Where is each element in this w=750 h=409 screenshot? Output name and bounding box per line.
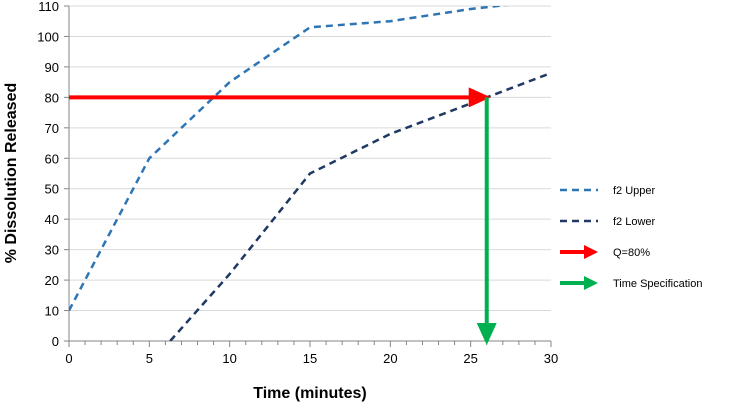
axes [64, 5, 552, 347]
y-tick-label-60: 60 [45, 151, 59, 166]
legend-label-f2-lower: f2 Lower [613, 216, 656, 228]
legend-label-q-80-: Q=80% [613, 247, 650, 259]
y-tick-label-80: 80 [45, 90, 59, 105]
y-tick-label-20: 20 [45, 273, 59, 288]
legend-label-f2-upper: f2 Upper [613, 185, 656, 197]
x-tick-label-20: 20 [383, 351, 397, 366]
x-tick-label-0: 0 [65, 351, 72, 366]
y-tick-label-40: 40 [45, 212, 59, 227]
legend: f2 Upper f2 Lower Q=80% Time Specification [560, 185, 702, 290]
x-tick-label-15: 15 [303, 351, 317, 366]
annotation-arrows [69, 87, 497, 345]
series-lines [69, 6, 551, 341]
x-tick-label-5: 5 [146, 351, 153, 366]
x-tick-label-10: 10 [222, 351, 236, 366]
x-tick-label-25: 25 [463, 351, 477, 366]
y-tick-label-90: 90 [45, 60, 59, 75]
y-tick-label-70: 70 [45, 121, 59, 136]
y-tick-label-100: 100 [37, 29, 59, 44]
y-axis-title: % Dissolution Released [3, 83, 20, 264]
y-tick-label-50: 50 [45, 182, 59, 197]
series-line-f2-upper [69, 6, 509, 312]
legend-arrowhead-time-specification [584, 276, 598, 290]
x-axis-title: Time (minutes) [253, 385, 367, 402]
legend-arrowhead-q-80- [584, 245, 598, 259]
y-tick-label-110: 110 [38, 0, 59, 14]
y-tick-label-30: 30 [45, 243, 59, 258]
series-line-f2-lower [169, 71, 551, 341]
y-tick-label-10: 10 [45, 304, 59, 319]
x-tick-label-30: 30 [544, 351, 558, 366]
tick-labels: 0 10 20 30 40 50 60 70 80 90 100 110 0 5 10 15 20 25 30 [37, 0, 558, 366]
y-tick-label-0: 0 [52, 334, 59, 349]
legend-label-time-specification: Time Specification [613, 278, 702, 290]
